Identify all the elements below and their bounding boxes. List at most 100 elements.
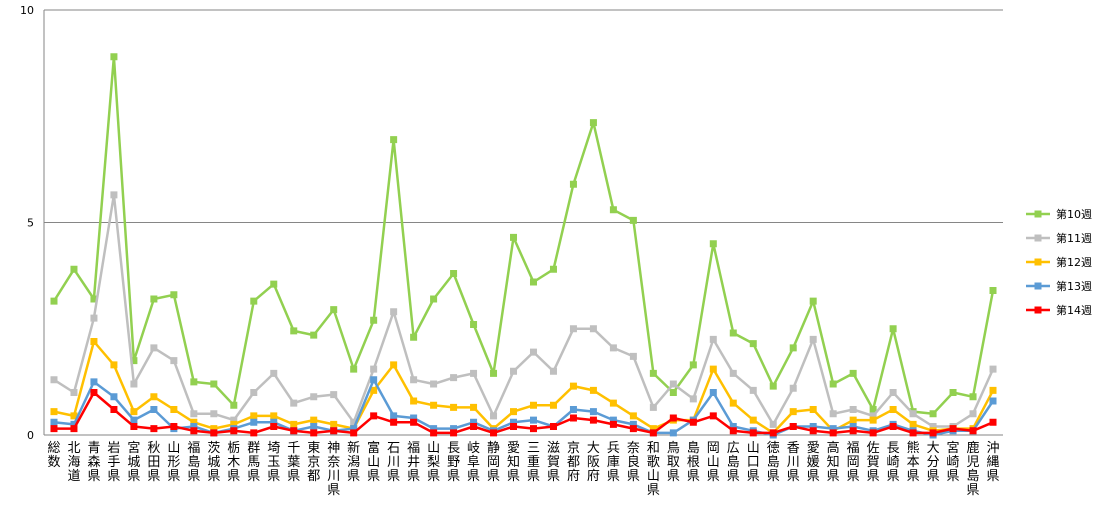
data-point: [809, 297, 817, 305]
x-tick-label: 兵庫県: [607, 441, 620, 484]
data-point: [529, 401, 537, 409]
data-point: [989, 397, 997, 405]
data-point: [629, 216, 637, 224]
data-point: [749, 386, 757, 394]
data-point: [310, 423, 318, 430]
x-tick-label: 愛知県: [507, 441, 520, 484]
x-tick-label: 秋田県: [147, 441, 160, 484]
data-point: [549, 265, 557, 273]
x-tick-label: 福井県: [407, 441, 420, 484]
data-point: [589, 416, 597, 424]
data-point: [210, 410, 218, 418]
data-point: [390, 361, 398, 369]
data-point: [470, 403, 478, 411]
data-point: [410, 414, 418, 422]
data-point: [50, 408, 58, 416]
x-tick-label: 大阪府: [587, 441, 600, 484]
data-point: [490, 369, 498, 377]
data-point: [350, 429, 358, 437]
data-point: [669, 380, 677, 388]
data-point: [270, 280, 278, 288]
x-tick-label: 岡山県: [707, 441, 720, 484]
data-point: [569, 180, 577, 188]
data-point: [230, 401, 238, 409]
data-point: [869, 416, 877, 424]
data-point: [390, 136, 398, 144]
data-point: [130, 357, 138, 365]
data-point: [749, 429, 757, 437]
legend-label: 第10週: [1056, 207, 1092, 221]
data-point: [529, 425, 537, 433]
data-point: [869, 429, 877, 437]
data-point: [490, 412, 498, 420]
data-point: [230, 427, 238, 435]
data-point: [70, 265, 78, 273]
data-point: [669, 414, 677, 422]
data-point: [350, 425, 358, 433]
x-tick-label: 埼玉県: [267, 441, 280, 484]
data-point: [689, 361, 697, 369]
data-point: [270, 369, 278, 377]
data-point: [70, 412, 78, 420]
data-point: [170, 423, 178, 430]
data-point: [829, 429, 837, 437]
data-point: [150, 425, 158, 433]
data-point: [250, 389, 258, 396]
data-point: [769, 382, 777, 390]
data-point: [809, 406, 817, 413]
data-point: [90, 378, 98, 386]
data-point: [889, 325, 897, 333]
data-point: [929, 429, 937, 437]
data-point: [609, 399, 617, 407]
data-point: [210, 380, 218, 388]
legend-marker: [1034, 234, 1042, 242]
data-point: [290, 327, 298, 335]
data-point: [270, 423, 278, 430]
x-tick-label: 岩手県: [107, 441, 120, 484]
data-point: [609, 416, 617, 424]
x-tick-label: 岐阜県: [467, 441, 480, 484]
data-point: [589, 325, 597, 333]
data-point: [510, 418, 518, 426]
data-point: [709, 389, 717, 396]
data-point: [250, 418, 258, 426]
data-point: [729, 329, 737, 337]
data-point: [290, 420, 298, 428]
data-point: [450, 429, 458, 437]
data-point: [729, 427, 737, 435]
x-tick-label: 山梨県: [427, 441, 440, 484]
data-point: [569, 414, 577, 422]
x-tick-label: 神奈川県: [327, 441, 340, 498]
data-point: [709, 335, 717, 343]
data-point: [410, 376, 418, 384]
data-point: [889, 423, 897, 430]
data-point: [310, 393, 318, 401]
data-point: [769, 429, 777, 437]
x-tick-label: 大分県: [927, 441, 940, 484]
x-tick-label: 滋賀県: [547, 441, 560, 484]
data-point: [150, 393, 158, 401]
data-point: [849, 369, 857, 377]
data-point: [829, 425, 837, 433]
data-point: [90, 314, 98, 322]
data-point: [390, 412, 398, 420]
data-point: [789, 408, 797, 416]
data-point: [569, 325, 577, 333]
x-tick-label: 富山県: [367, 440, 380, 484]
data-point: [729, 423, 737, 430]
data-point: [529, 348, 537, 356]
data-point: [969, 393, 977, 401]
data-point: [450, 270, 458, 277]
data-point: [549, 367, 557, 375]
data-point: [909, 420, 917, 428]
data-point: [130, 416, 138, 424]
data-point: [569, 382, 577, 390]
data-point: [470, 369, 478, 377]
data-point: [50, 425, 58, 433]
x-tick-label: 愛媛県: [807, 441, 820, 484]
data-point: [849, 423, 857, 430]
data-point: [410, 397, 418, 405]
data-point: [370, 412, 378, 420]
data-point: [969, 427, 977, 435]
